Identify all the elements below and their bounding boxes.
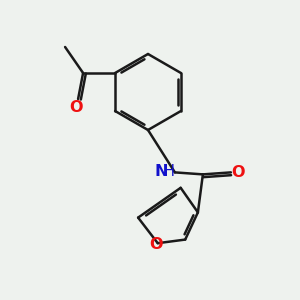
Text: O: O <box>149 237 163 252</box>
Text: O: O <box>231 165 244 180</box>
Text: H: H <box>164 164 174 179</box>
Text: N: N <box>154 164 168 179</box>
Text: O: O <box>69 100 83 115</box>
